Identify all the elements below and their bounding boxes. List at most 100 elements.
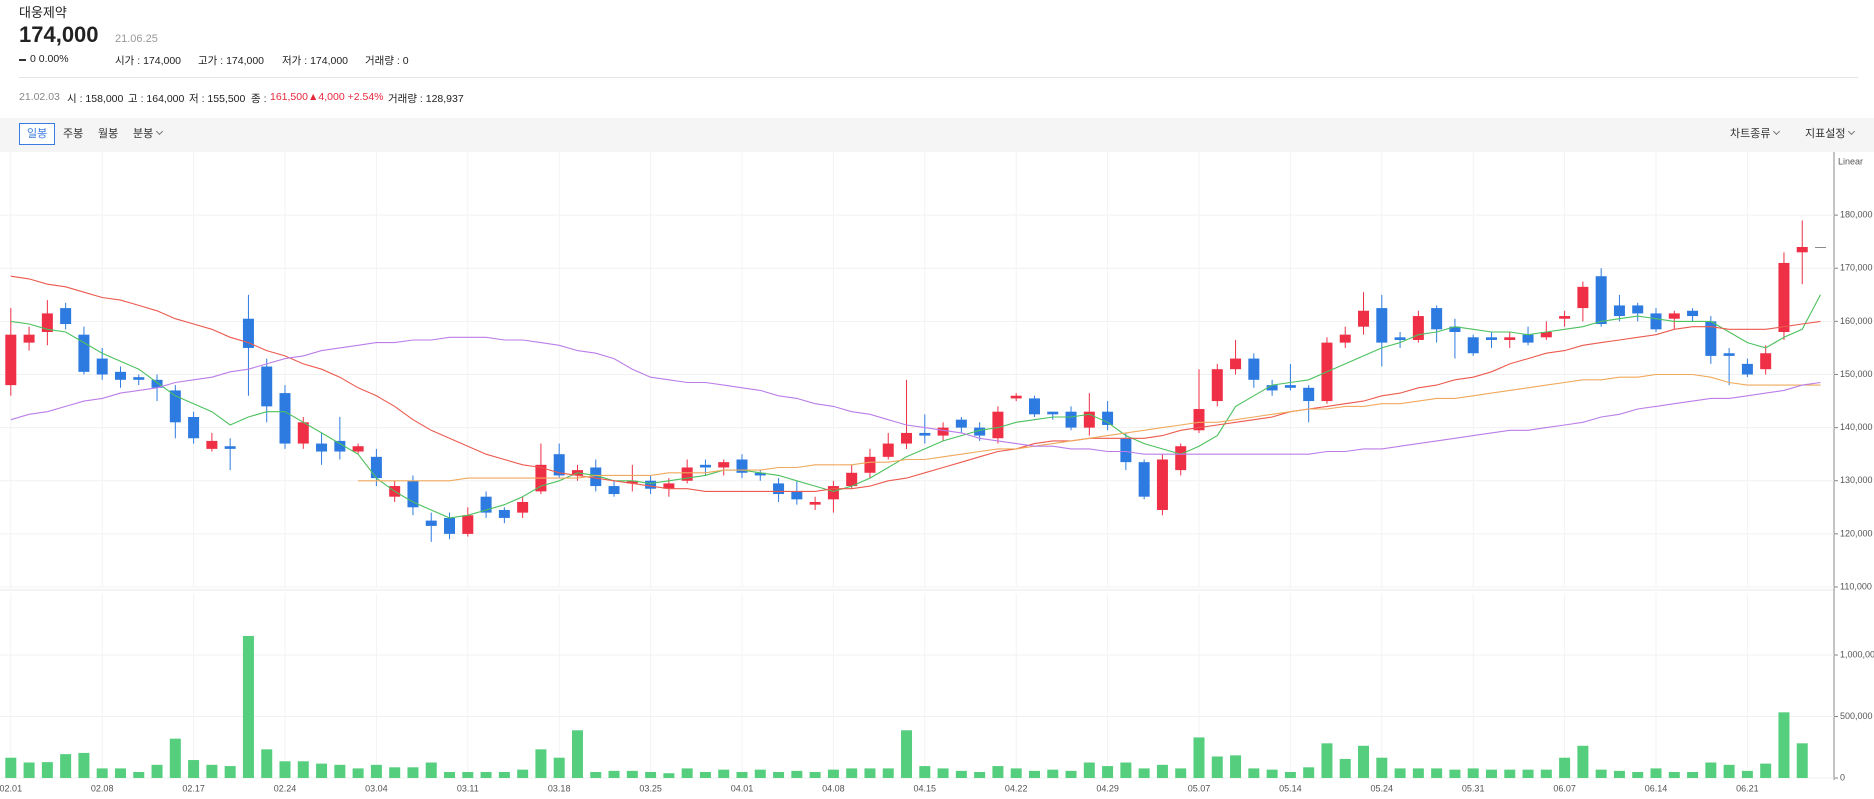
volume-bar (882, 768, 894, 778)
stock-name: 대웅제약 (19, 5, 67, 20)
volume-bar (626, 770, 638, 778)
candle-body (1504, 337, 1516, 340)
candle-body (882, 443, 894, 457)
volume-bar (1266, 769, 1278, 778)
x-tick-label: 04.29 (1096, 783, 1119, 793)
candle-body (169, 390, 181, 423)
candle-body (1028, 398, 1040, 415)
volume-bar (1613, 770, 1625, 778)
candle-body (242, 318, 254, 348)
candle-body (517, 502, 529, 513)
candle-body (1047, 411, 1059, 415)
info-close-label: 종 : (251, 93, 267, 105)
volume-bar (297, 761, 309, 778)
period-button[interactable]: 월봉 (98, 128, 119, 140)
candle-body (1230, 358, 1242, 370)
period-button[interactable]: 일봉 (19, 123, 56, 145)
volume-bar (1412, 768, 1424, 778)
price-date: 21.06.25 (115, 33, 158, 45)
volume-bar (1705, 762, 1717, 778)
x-tick-label: 04.22 (1005, 783, 1028, 793)
volume-bar (133, 771, 145, 778)
volume-bar (352, 768, 364, 778)
flat-icon (19, 59, 26, 61)
candle-body (1815, 247, 1827, 248)
chart-type-button[interactable]: 차트종류 (1723, 124, 1786, 144)
volume-bar (279, 761, 291, 778)
volume-bar (151, 764, 163, 778)
high-price: 고가 : 174,000 (198, 55, 265, 67)
volume-tick-label: 1,000,000 (1840, 649, 1874, 659)
info-close: 161,500 (270, 91, 308, 103)
candle-body (279, 393, 291, 444)
candle-body (1632, 305, 1644, 314)
volume-bar (1120, 762, 1132, 778)
volume-bar (1632, 771, 1644, 778)
candle-body (1083, 411, 1095, 428)
x-tick-label: 04.08 (822, 783, 845, 793)
indicator-button[interactable]: 지표설정 (1798, 124, 1861, 144)
candle-body (1339, 334, 1351, 343)
info-volume: 거래량 : 128,937 (388, 93, 464, 105)
candle-body (1595, 276, 1607, 325)
volume-bar (5, 757, 17, 778)
x-tick-label: 04.15 (914, 783, 937, 793)
volume-tick-label: 500,000 (1840, 711, 1873, 721)
volume-bar (937, 768, 949, 778)
candle-body (864, 456, 876, 473)
volume-bar (992, 766, 1004, 778)
x-tick-label: 03.11 (457, 783, 479, 793)
x-tick-label: 02.17 (182, 783, 205, 793)
candle-body (425, 520, 437, 526)
volume-bar (316, 763, 328, 778)
volume-bar (1394, 768, 1406, 778)
candle-body (78, 334, 90, 372)
moving-average-line (10, 336, 1821, 455)
candle-body (1796, 247, 1808, 253)
candle-body (1394, 337, 1406, 340)
candle-body (1358, 310, 1370, 327)
volume-bar (754, 769, 766, 778)
candle-body (1540, 332, 1552, 338)
volume-bar (407, 767, 419, 778)
volume-bar (571, 730, 583, 778)
volume-tick-label: 0 (1840, 772, 1845, 782)
volume-bar (96, 768, 108, 778)
period-button[interactable]: 분봉 (126, 124, 169, 144)
candle-body (809, 502, 821, 505)
candle-body (1760, 353, 1772, 370)
volume-bar (1760, 763, 1772, 778)
y-tick-label: 140,000 (1840, 422, 1873, 432)
volume-bar (974, 771, 986, 778)
toolbar: 일봉 주봉 월봉 분봉 차트종류 지표설정 (0, 118, 1874, 152)
info-high: 고 : 164,000 (128, 93, 185, 105)
volume-bar (901, 730, 913, 778)
candle-body (1248, 358, 1260, 380)
volume-bar (1559, 757, 1571, 778)
candle-body (901, 432, 913, 444)
candle-body (480, 496, 492, 513)
candle-body (1138, 462, 1150, 497)
candle-body (1120, 438, 1132, 463)
x-tick-label: 06.14 (1645, 783, 1668, 793)
candle-body (1010, 395, 1022, 399)
candle-body (1668, 313, 1680, 319)
info-date: 21.02.03 (19, 91, 60, 103)
candle-body (1266, 385, 1278, 391)
candle-body (261, 366, 273, 407)
candle-body (1650, 313, 1662, 330)
moving-average-line (10, 294, 1821, 519)
volume-bar (480, 771, 492, 778)
x-tick-label: 02.08 (91, 783, 114, 793)
candle-body (791, 491, 803, 500)
volume-bar (1065, 770, 1077, 778)
volume-bar (188, 760, 200, 778)
x-tick-label: 05.14 (1279, 783, 1302, 793)
divider (19, 77, 1858, 78)
candle-body (773, 483, 785, 495)
candle-body (736, 459, 748, 473)
x-tick-label: 06.21 (1736, 783, 1759, 793)
candle-body (60, 308, 72, 325)
period-button[interactable]: 주봉 (63, 128, 84, 140)
current-price: 174,000 (19, 22, 99, 47)
